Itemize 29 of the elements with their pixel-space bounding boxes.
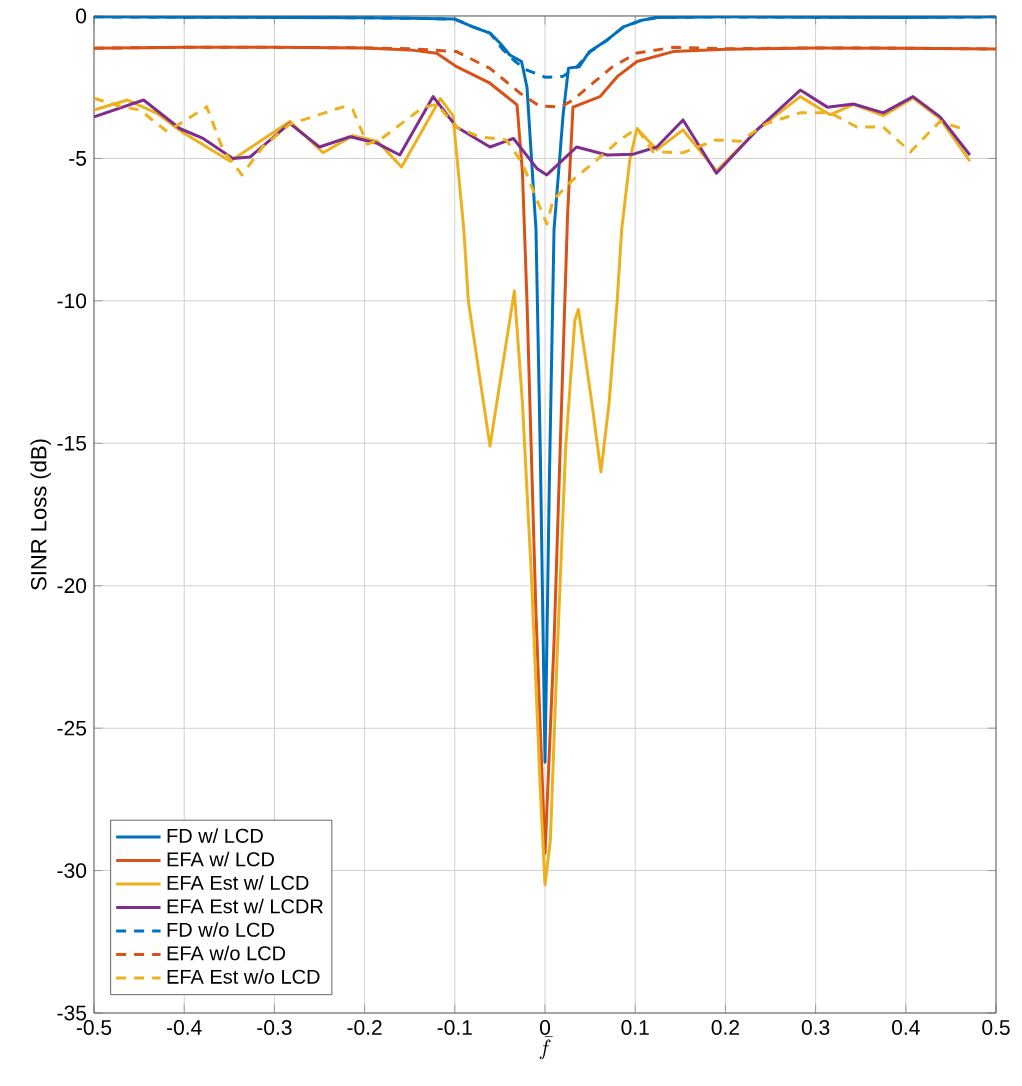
legend-label: FD w/o LCD <box>167 922 274 937</box>
y-tick-label: 0 <box>76 8 87 24</box>
legend-label: FD w/ LCD <box>167 828 263 843</box>
x-tick-label: 0 <box>539 1020 551 1035</box>
legend-label: EFA Est w/o LCD <box>167 969 320 984</box>
x-tick-label: -0.2 <box>347 1020 382 1035</box>
y-tick-label: -20 <box>57 578 87 594</box>
y-tick-label: -5 <box>69 151 87 166</box>
y-tick-label: -15 <box>57 435 87 451</box>
x-tick-label: -0.1 <box>437 1020 472 1035</box>
y-axis-title: SINR Loss (dB) <box>30 439 51 590</box>
y-tick-label: -10 <box>57 293 87 309</box>
line-series <box>94 88 972 177</box>
legend-label: EFA w/ LCD <box>167 851 274 867</box>
x-axis-title: $\bar{f}$ <box>539 1036 553 1060</box>
x-tick-label: 0.4 <box>892 1020 920 1035</box>
x-tick-label: 0.2 <box>711 1020 739 1035</box>
legend-label: EFA Est w/ LCDR <box>167 898 323 914</box>
y-tick-label: -30 <box>57 863 87 879</box>
x-tick-label: -0.5 <box>76 1020 112 1035</box>
legend-label: EFA w/o LCD <box>167 945 286 961</box>
y-tick-label: -35 <box>57 1005 87 1021</box>
legend-label: EFA Est w/ LCD <box>167 875 309 890</box>
x-tick-label: 0.1 <box>621 1020 649 1035</box>
y-tick-label: -25 <box>57 720 87 736</box>
x-tick-label: -0.3 <box>257 1020 292 1035</box>
x-tick-label: 0.3 <box>801 1020 830 1035</box>
x-tick-label: -0.4 <box>167 1020 202 1035</box>
x-tick-label: 0.5 <box>982 1020 1010 1035</box>
